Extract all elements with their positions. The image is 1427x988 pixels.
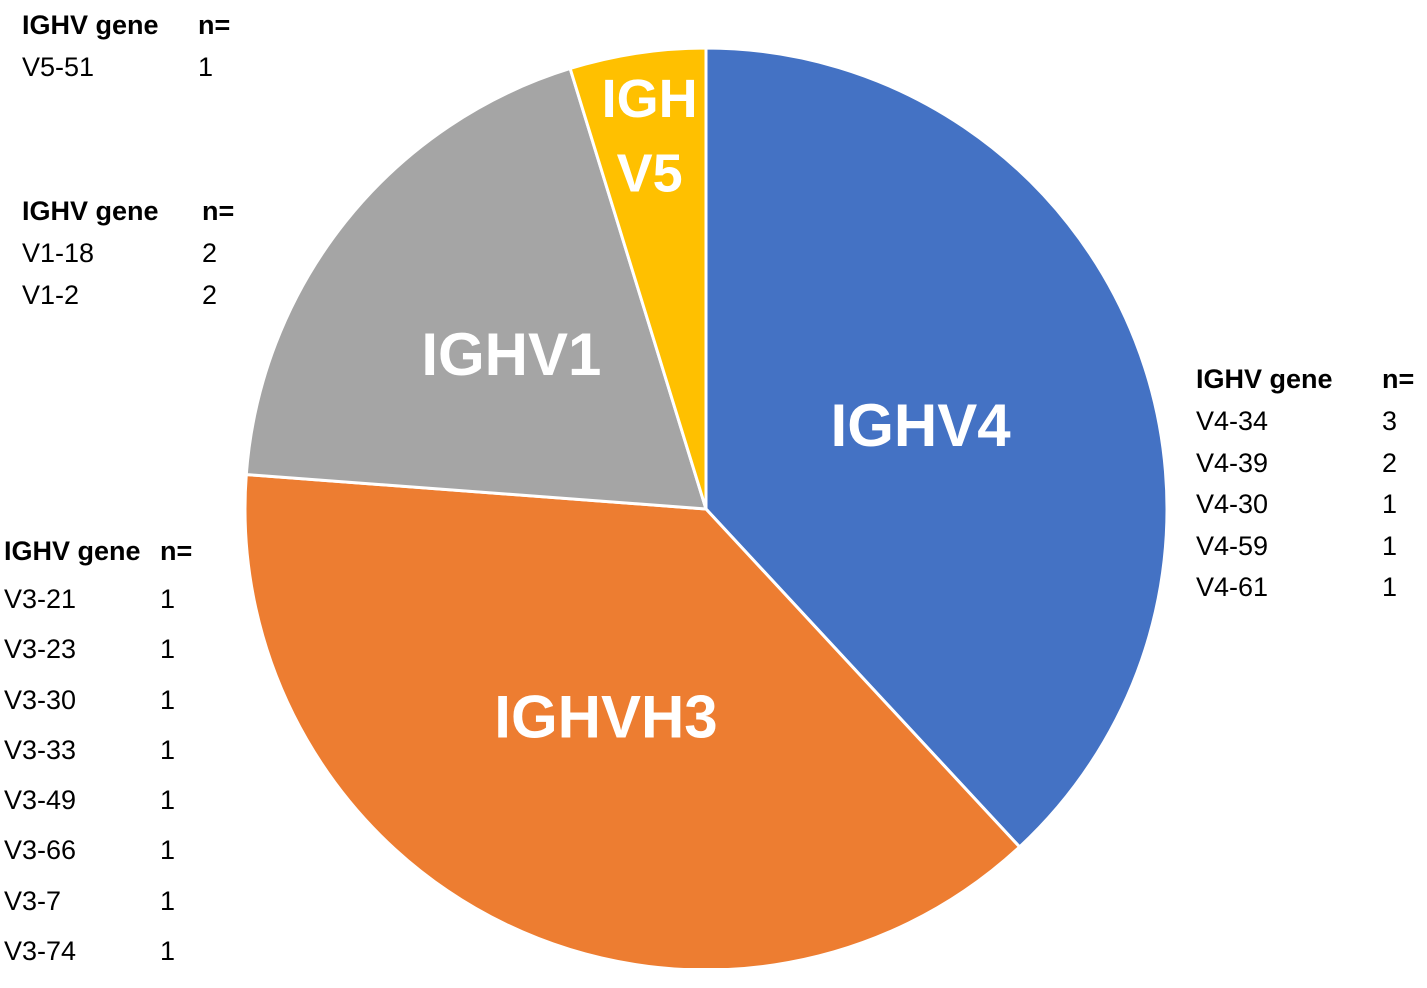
- gene-cell: V1-2: [22, 280, 80, 310]
- pie-slice-ighv1: [244, 66, 708, 511]
- pie-slice-igh-v5: [568, 46, 708, 511]
- count-cell: 1: [198, 52, 214, 82]
- header-n: n=: [1382, 364, 1415, 394]
- table-row: V3-21 1: [4, 584, 192, 636]
- gene-cell: V1-18: [22, 238, 95, 268]
- gene-cell: V3-66: [4, 835, 77, 866]
- count-cell: 2: [202, 238, 218, 268]
- ighv5-gene-table: IGHV gene n= V5-51 1: [22, 12, 230, 96]
- count-cell: 1: [160, 584, 176, 614]
- table-row: V4-61 1: [1196, 574, 1414, 616]
- count-cell: 1: [1382, 530, 1398, 561]
- count-cell: 3: [1382, 406, 1398, 436]
- slice-label-ighv1: IGHV1: [421, 321, 601, 388]
- header-gene: IGHV gene: [4, 536, 141, 566]
- slice-label-ighv4: IGHV4: [831, 392, 1012, 459]
- gene-cell: V3-30: [4, 684, 77, 715]
- table-row: V3-66 1: [4, 837, 192, 887]
- table-header: IGHV gene n=: [22, 12, 230, 54]
- table-header: IGHV gene n=: [1196, 366, 1414, 408]
- header-gene: IGHV gene: [22, 10, 159, 40]
- count-cell: 1: [160, 835, 176, 866]
- table-row: V3-33 1: [4, 734, 192, 787]
- gene-cell: V4-30: [1196, 489, 1269, 520]
- table-row: V3-23 1: [4, 636, 192, 686]
- slice-label-ighvh3: IGHVH3: [494, 684, 717, 751]
- table-row: V4-30 1: [1196, 491, 1414, 533]
- count-cell: 1: [160, 734, 176, 765]
- header-n: n=: [198, 10, 231, 40]
- pie-slice-ighvh3: [243, 473, 1022, 968]
- table-header: IGHV gene n=: [4, 538, 192, 586]
- ighv3-gene-table: IGHV gene n= V3-21 1 V3-23 1 V3-30 1 V3-…: [4, 538, 192, 988]
- table-row: V3-74 1: [4, 936, 192, 988]
- table-row: V1-18 2: [22, 240, 234, 282]
- gene-cell: V5-51: [22, 52, 95, 82]
- table-row: V4-39 2: [1196, 447, 1414, 492]
- gene-cell: V4-34: [1196, 406, 1269, 436]
- gene-cell: V3-74: [4, 936, 77, 967]
- header-gene: IGHV gene: [1196, 364, 1333, 394]
- slice-label-igh-v5: IGH V5: [602, 69, 698, 204]
- table-row: V5-51 1: [22, 54, 230, 96]
- table-row: V3-30 1: [4, 684, 192, 737]
- gene-cell: V3-49: [4, 785, 77, 816]
- count-cell: 1: [160, 785, 176, 816]
- count-cell: 2: [202, 280, 218, 310]
- count-cell: 1: [1382, 489, 1398, 520]
- count-cell: 1: [160, 684, 176, 715]
- gene-cell: V3-7: [4, 885, 62, 916]
- ighv4-gene-table: IGHV gene n= V4-34 3 V4-39 2 V4-30 1 V4-…: [1196, 366, 1414, 616]
- ighv1-gene-table: IGHV gene n= V1-18 2 V1-2 2: [22, 198, 234, 324]
- gene-cell: V4-39: [1196, 447, 1269, 478]
- table-row: V3-7 1: [4, 885, 192, 938]
- table-row: V4-34 3: [1196, 408, 1414, 450]
- table-row: V3-49 1: [4, 787, 192, 837]
- table-header: IGHV gene n=: [22, 198, 234, 240]
- gene-cell: V3-23: [4, 634, 77, 665]
- header-n: n=: [202, 196, 235, 226]
- gene-cell: V3-33: [4, 734, 77, 765]
- header-gene: IGHV gene: [22, 196, 159, 226]
- count-cell: 1: [160, 936, 176, 967]
- gene-cell: V4-59: [1196, 530, 1269, 561]
- table-row: V4-59 1: [1196, 530, 1414, 575]
- pie-chart: IGHV4 IGHVH3 IGHV1 IGH V5: [243, 46, 1169, 968]
- count-cell: 1: [1382, 572, 1398, 603]
- pie-slice-ighv4: [704, 46, 1169, 849]
- count-cell: 1: [160, 885, 176, 916]
- count-cell: 2: [1382, 447, 1398, 478]
- count-cell: 1: [160, 634, 176, 665]
- table-row: V1-2 2: [22, 282, 234, 324]
- gene-cell: V3-21: [4, 584, 77, 614]
- gene-cell: V4-61: [1196, 572, 1269, 603]
- header-n: n=: [160, 536, 193, 566]
